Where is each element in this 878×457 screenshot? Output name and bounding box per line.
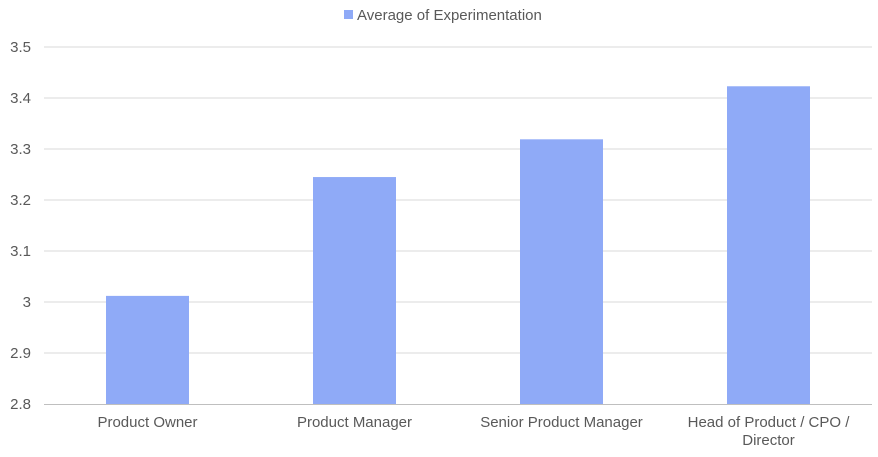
x-tick-label: Head of Product / CPO / Director	[688, 414, 851, 449]
y-tick-label: 3.2	[10, 192, 31, 209]
bar	[727, 86, 810, 405]
y-axis-tick-labels: 2.8 2.9 3 3.1 3.2 3.3 3.4 3.5	[10, 39, 31, 413]
legend: Average of Experimentation	[344, 7, 542, 24]
bars	[106, 86, 810, 405]
x-axis-category-labels: Product Owner Product Manager Senior Produ…	[97, 414, 850, 449]
legend-label: Average of Experimentation	[357, 7, 542, 24]
y-tick-label: 3.3	[10, 141, 31, 158]
y-tick-label: 2.9	[10, 345, 31, 362]
y-tick-label: 3.4	[10, 90, 31, 107]
y-tick-label: 3.5	[10, 39, 31, 56]
x-tick-label: Senior Product Manager	[480, 414, 643, 431]
x-tick-label: Product Owner	[97, 414, 197, 431]
legend-swatch	[344, 10, 353, 19]
bar	[520, 139, 603, 404]
bar	[106, 295, 189, 404]
bar	[313, 177, 396, 404]
y-tick-label: 3	[23, 294, 31, 311]
y-tick-label: 3.1	[10, 243, 31, 260]
y-tick-label: 2.8	[10, 396, 31, 413]
x-tick-label: Product Manager	[297, 414, 412, 431]
